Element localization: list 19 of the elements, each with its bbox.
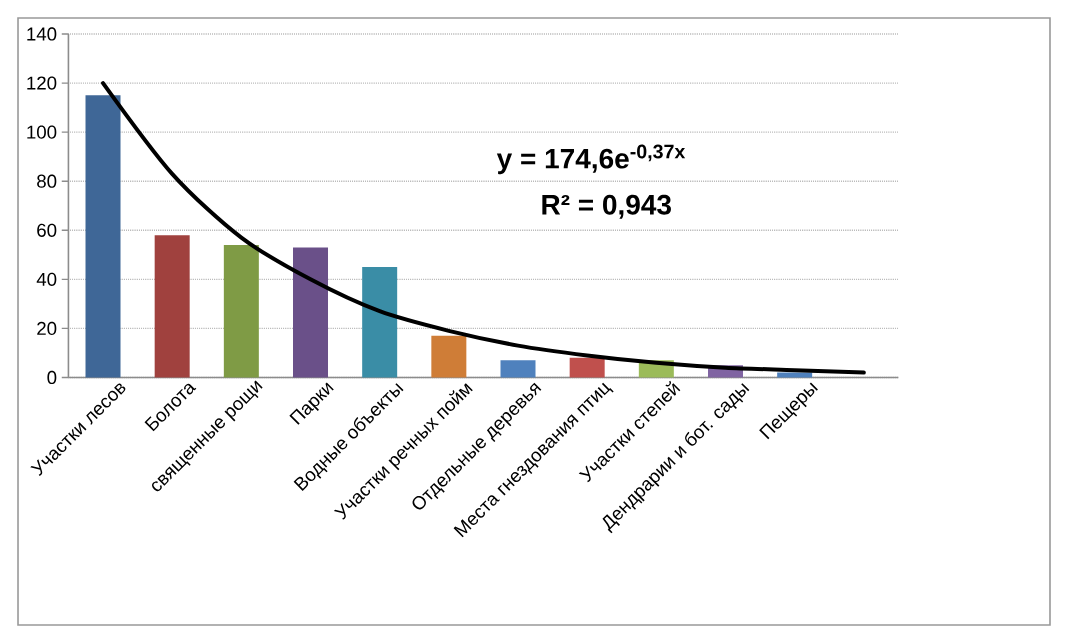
annotation: R² = 0,943 [542, 194, 671, 219]
y-tick-label: 60 [37, 223, 57, 237]
bar [500, 360, 536, 378]
y-tick-label: 0 [47, 370, 57, 385]
bar [293, 247, 328, 378]
line-series [101, 81, 866, 375]
bar [431, 335, 467, 378]
y-tick-label: 80 [37, 174, 57, 188]
y-tick-label: 140 [27, 27, 57, 41]
annotation: y = 174,6e$^{-0,37x}$ [496, 144, 686, 175]
y-tick-label: 40 [36, 272, 57, 286]
bar [223, 245, 259, 378]
y-tick-label: 120 [27, 76, 57, 90]
bar [569, 357, 605, 378]
bar [85, 95, 121, 378]
y-tick-label: 100 [27, 125, 57, 139]
y-tick-label: 20 [37, 321, 57, 336]
bar [362, 267, 398, 378]
bar [154, 235, 190, 378]
